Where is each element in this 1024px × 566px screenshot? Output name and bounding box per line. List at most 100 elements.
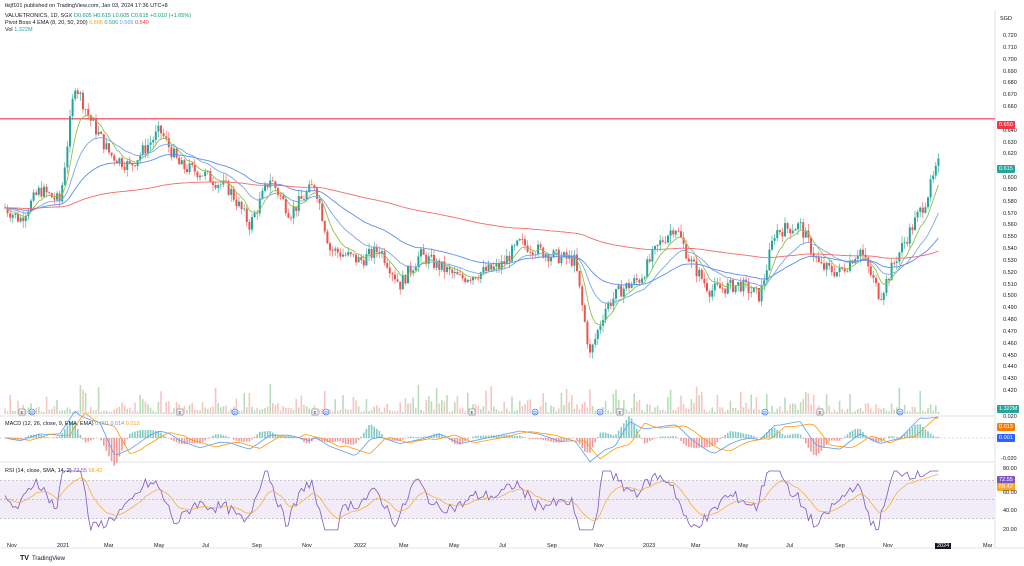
- candle-body: [196, 171, 199, 178]
- volume-bar: [560, 392, 563, 414]
- candle-body: [456, 271, 459, 275]
- macd-histogram-bar: [558, 438, 560, 443]
- macd-histogram-bar: [521, 436, 524, 438]
- ohlc-values: O0.605 H0.615 L0.605 C0.615 +0.010 (+1.6…: [73, 13, 192, 19]
- price-tick: 0.620: [1003, 151, 1017, 158]
- symbol-legend[interactable]: VALUETRONICS, 1D, SGX O0.605 H0.615 L0.6…: [5, 13, 191, 20]
- event-marker[interactable]: D: [596, 408, 604, 416]
- macd-histogram-bar: [43, 436, 45, 438]
- candle-body: [669, 230, 672, 236]
- volume-bar: [630, 407, 633, 414]
- candle-body: [17, 213, 19, 222]
- volume-bar: [56, 399, 58, 414]
- macd-histogram-bar: [732, 431, 734, 438]
- candle-body: [438, 260, 441, 270]
- volume-legend[interactable]: Vol 1.322M: [5, 27, 33, 34]
- event-marker[interactable]: E: [468, 408, 476, 416]
- macd-histogram-bar: [760, 437, 763, 438]
- rsi-legend[interactable]: RSI (14, close, SMA, 14, 2) 72.55 68.42: [5, 468, 102, 475]
- event-marker[interactable]: D: [231, 408, 239, 416]
- macd-histogram-bar: [214, 434, 217, 438]
- volume-bar: [368, 411, 370, 414]
- event-marker[interactable]: E: [616, 408, 624, 416]
- tradingview-logo[interactable]: TV TradingView: [20, 555, 65, 562]
- candle-body: [79, 92, 82, 95]
- macd-histogram-bar: [750, 435, 752, 438]
- volume-bar: [669, 389, 672, 414]
- candle-body: [591, 344, 594, 353]
- event-marker[interactable]: E: [816, 408, 824, 416]
- event-marker[interactable]: E: [311, 408, 319, 416]
- candle-body: [100, 131, 103, 135]
- macd-histogram-bar: [233, 438, 235, 440]
- time-tick: Nov: [594, 543, 604, 549]
- volume-bar: [651, 411, 654, 414]
- macd-histogram-bar: [898, 437, 901, 438]
- volume-bar: [162, 411, 165, 414]
- event-marker[interactable]: E: [176, 408, 184, 416]
- volume-bar: [152, 410, 154, 414]
- volume-bar: [459, 408, 461, 414]
- event-marker[interactable]: D: [28, 408, 36, 416]
- volume-bar: [82, 389, 84, 414]
- candle-body: [849, 260, 851, 271]
- candle-body: [22, 217, 25, 222]
- volume-bar: [74, 411, 76, 414]
- volume-bar: [586, 407, 589, 414]
- price-tick: 0.720: [1003, 33, 1017, 39]
- price-tick: 0.510: [1003, 281, 1017, 288]
- last-price-badge: 0.615: [997, 165, 1015, 173]
- ema20-line: [4, 137, 939, 304]
- volume-bar: [711, 407, 713, 414]
- macd-histogram-bar: [318, 438, 321, 441]
- macd-histogram-bar: [766, 432, 768, 438]
- event-marker[interactable]: D: [322, 408, 330, 416]
- macd-histogram-bar: [266, 431, 269, 438]
- macd-histogram-bar: [360, 436, 362, 438]
- macd-blue-badge: 0.001: [997, 434, 1015, 442]
- macd-histogram-bar: [391, 438, 394, 441]
- volume-bar: [607, 410, 609, 414]
- volume-bar: [451, 411, 453, 414]
- volume-bar: [207, 408, 209, 414]
- candle-body: [656, 244, 659, 247]
- candle-body: [121, 158, 123, 167]
- volume-bar: [467, 392, 469, 414]
- candle-body: [297, 196, 300, 211]
- macd-legend[interactable]: MACD (12, 26, close, 9, EMA, EMA) 0.001 …: [5, 421, 140, 428]
- macd-histogram-bar: [378, 430, 381, 438]
- tradingview-icon: TV: [20, 555, 29, 562]
- macd-tick-bottom: -0.020: [1001, 456, 1017, 462]
- candle-body: [742, 279, 745, 292]
- macd-histogram-bar: [560, 438, 563, 443]
- candle-body: [219, 184, 222, 186]
- macd-histogram-bar: [321, 438, 323, 442]
- candle-body: [243, 208, 246, 210]
- volume-bar: [568, 402, 570, 414]
- price-tick: 0.490: [1003, 305, 1017, 312]
- ema-legend[interactable]: Pivot Boss 4 EMA (8, 20, 50, 200) 0.606 …: [5, 20, 149, 27]
- event-marker[interactable]: E: [18, 408, 26, 416]
- macd-histogram-bar: [680, 438, 682, 441]
- volume-bar: [604, 401, 607, 414]
- volume-bar: [633, 393, 635, 414]
- volume-bar: [225, 405, 227, 414]
- event-marker[interactable]: D: [896, 408, 904, 416]
- price-tick: 0.520: [1003, 269, 1017, 276]
- volume-bar: [742, 407, 745, 414]
- ema50-value: 0.565: [119, 20, 134, 26]
- volume-bar: [441, 399, 443, 414]
- macd-histogram-bar: [27, 435, 30, 438]
- candle-body: [836, 272, 838, 277]
- macd-histogram-bar: [615, 434, 617, 438]
- svg-text:E: E: [178, 410, 181, 415]
- volume-bar: [573, 408, 576, 414]
- event-marker[interactable]: D: [761, 408, 769, 416]
- volume-bar: [259, 409, 261, 414]
- currency-label[interactable]: SGD: [1000, 16, 1012, 22]
- volume-bar: [121, 402, 123, 414]
- candle-body: [464, 278, 467, 283]
- candle-body: [71, 98, 74, 117]
- event-marker[interactable]: D: [531, 408, 539, 416]
